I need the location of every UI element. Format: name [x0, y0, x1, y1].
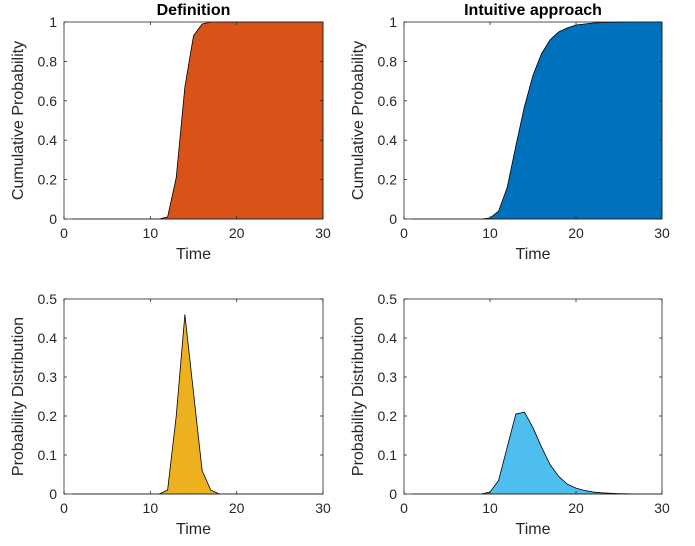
y-tick-label: 0.5: [38, 291, 58, 307]
y-tick-label: 0.4: [378, 330, 398, 346]
chart-title: Definition: [157, 2, 231, 19]
x-axis-label: Time: [176, 246, 211, 263]
x-tick-label: 20: [568, 500, 584, 516]
y-tick-label: 1: [389, 14, 397, 30]
x-tick-label: 0: [400, 500, 408, 516]
axes-box: [63, 298, 324, 495]
y-tick-label: 1: [49, 14, 57, 30]
y-tick-label: 0: [389, 486, 397, 502]
chart-title: Intuitive approach: [464, 2, 602, 19]
x-tick-label: 0: [400, 225, 408, 241]
y-tick-label: 0.2: [38, 408, 58, 424]
y-axis-label: Probability Distribution: [10, 317, 27, 476]
y-tick-label: 0: [49, 486, 57, 502]
y-tick-label: 0.2: [38, 172, 58, 188]
y-axis-label: Probability Distribution: [350, 317, 367, 476]
x-tick-label: 30: [654, 500, 670, 516]
x-tick-label: 30: [315, 500, 331, 516]
x-tick-label: 10: [482, 500, 498, 516]
y-tick-label: 0: [49, 211, 57, 227]
y-tick-label: 0.8: [378, 53, 398, 69]
x-tick-label: 30: [654, 225, 670, 241]
axes-box: [403, 298, 663, 495]
panel-pdf-intuitive: 0 10 20 30 0 0.1 0.2 0.3 0.4 0.5 Time Probability D…: [350, 291, 670, 538]
x-tick-label: 30: [315, 225, 331, 241]
y-tick-label: 0.1: [378, 447, 398, 463]
x-tick-label: 20: [229, 225, 245, 241]
x-axis-label: Time: [516, 521, 551, 538]
y-tick-label: 0.4: [38, 330, 58, 346]
y-tick-label: 0.4: [38, 132, 58, 148]
x-tick-label: 0: [60, 225, 68, 241]
x-tick-label: 0: [60, 500, 68, 516]
y-tick-label: 0.3: [378, 369, 398, 385]
axes-box: [63, 21, 324, 220]
y-tick-label: 0.6: [378, 93, 398, 109]
x-axis-label: Time: [176, 521, 211, 538]
x-tick-label: 10: [143, 225, 159, 241]
y-tick-label: 0.5: [378, 291, 398, 307]
x-tick-label: 10: [143, 500, 159, 516]
y-tick-label: 0: [389, 211, 397, 227]
y-tick-label: 0.4: [378, 132, 398, 148]
y-tick-label: 0.8: [38, 53, 58, 69]
panel-pdf-definition: 0 10 20 30 0 0.1 0.2 0.3 0.4 0.5 Time Probability D…: [10, 291, 331, 538]
y-tick-label: 0.1: [38, 447, 58, 463]
x-tick-label: 20: [568, 225, 584, 241]
x-tick-label: 20: [229, 500, 245, 516]
y-tick-label: 0.2: [378, 172, 398, 188]
y-tick-label: 0.2: [378, 408, 398, 424]
x-axis-label: Time: [516, 246, 551, 263]
panel-cdf-definition: 0 10 20 30 0 0.2 0.4 0.6 0.8 1 Time Cumulative Prob…: [10, 2, 331, 263]
y-tick-label: 0.3: [38, 369, 58, 385]
y-tick-label: 0.6: [38, 93, 58, 109]
y-axis-label: Cumulative Probability: [10, 41, 27, 200]
panel-cdf-intuitive: 0 10 20 30 0 0.2 0.4 0.6 0.8 1 Time Cumulative Prob…: [350, 2, 670, 263]
axes-box: [403, 21, 663, 220]
y-axis-label: Cumulative Probability: [350, 41, 367, 200]
x-tick-label: 10: [482, 225, 498, 241]
